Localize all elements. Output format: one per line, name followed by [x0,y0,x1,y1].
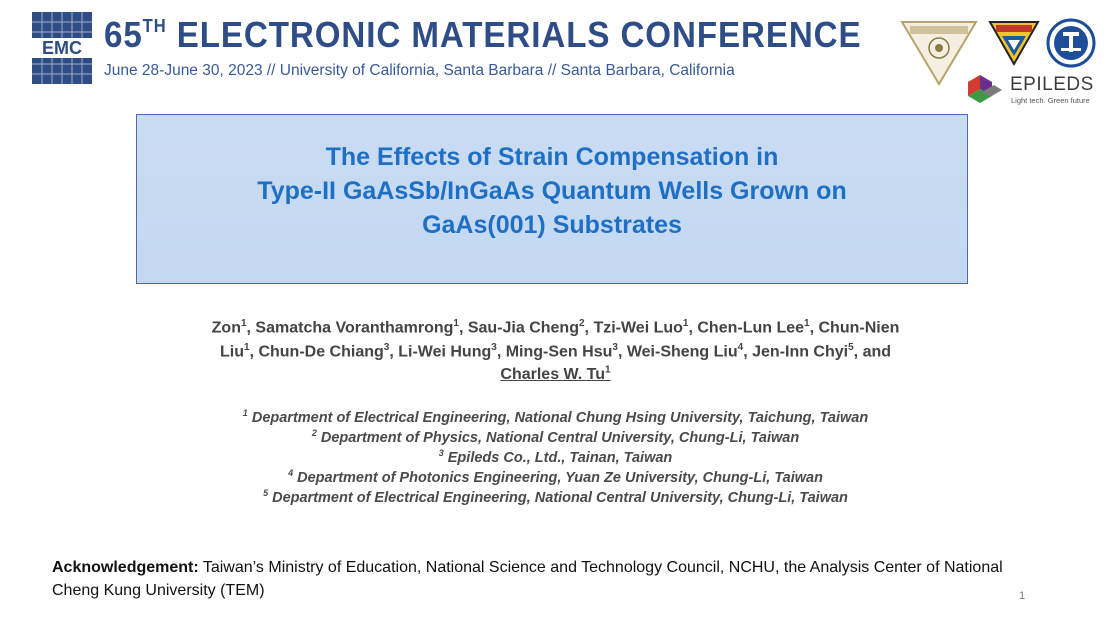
affiliation-3: 3 Epileds Co., Ltd., Tainan, Taiwan [0,448,1111,466]
epileds-logo-icon [968,75,1002,103]
title-line-1: The Effects of Strain Compensation in [325,143,779,171]
author-name: Tzi-Wei Luo [593,319,683,337]
affiliation-1: 1 Department of Electrical Engineering, … [0,408,1111,426]
author-name: Zon [211,319,241,337]
acknowledgement: Acknowledgement: Taiwan’s Ministry of Ed… [52,556,1042,602]
author-aff: 1 [804,318,810,329]
conference-number: 65 [104,14,143,55]
affiliation-text: Department of Electrical Engineering, Na… [251,409,869,426]
author-aff: 1 [453,318,459,329]
emc-logo-icon: EMC [32,12,92,84]
author-connector: and [862,343,892,361]
author-name: Jen-Inn Chyi [752,343,849,361]
ncu-logo-icon [1046,18,1096,68]
author-aff: 5 [848,342,854,353]
emc-logo-text: EMC [42,38,82,58]
affiliation-text: Department of Electrical Engineering, Na… [272,489,848,506]
author-aff: 1 [240,318,247,329]
title-line-2: Type-II GaAsSb/InGaAs Quantum Wells Grow… [257,177,847,205]
author-aff: 1 [682,318,689,329]
author-aff: 3 [383,342,390,353]
author-aff: 3 [491,342,497,353]
author-name: Wei-Sheng Liu [626,343,738,361]
author-line-3: Charles W. Tu1 [0,365,1111,384]
presenting-author: Charles W. Tu1 [500,365,611,384]
affiliation-number: 5 [263,488,269,498]
author-name: Chun-De Chiang [258,343,384,361]
author-line-2: Liu1, Chun-De Chiang3, Li-Wei Hung3, Min… [219,342,892,361]
affiliation-5: 5 Department of Electrical Engineering, … [0,488,1111,506]
author-name: Ming-Sen Hsu [505,343,613,361]
author-name: Li-Wei Hung [398,343,492,361]
conference-ordinal: TH [142,16,167,36]
title-line-3: GaAs(001) Substrates [422,211,682,239]
acknowledgement-label: Acknowledgement: [52,559,199,576]
author-name-part: Chun-Nien [818,319,900,337]
affiliation-2: 2 Department of Physics, National Centra… [0,428,1111,446]
author-aff: 2 [578,318,585,329]
affiliation-number: 3 [438,448,444,458]
affiliation-number: 2 [311,428,317,438]
epileds-name: EPILEDS [1010,74,1094,95]
page-number: 1 [1019,590,1026,602]
affiliation-number: 4 [288,468,294,478]
epileds-tagline: Light tech. Green future [1011,96,1090,105]
title-box: The Effects of Strain Compensation in Ty… [136,114,968,284]
yzu-logo-icon [988,21,1040,66]
affiliation-4: 4 Department of Photonics Engineering, Y… [0,468,1111,486]
author-name: Samatcha Voranthamrong [255,319,454,337]
nchu-logo-icon [900,21,978,86]
conference-subtitle: June 28-June 30, 2023 // University of C… [104,62,735,79]
author-name: Chen-Lun Lee [697,319,805,337]
author-line-1: Zon1, Samatcha Voranthamrong1, Sau-Jia C… [211,318,900,337]
author-aff: 1 [243,342,250,353]
affiliation-text: Epileds Co., Ltd., Tainan, Taiwan [447,449,673,466]
affiliation-text: Department of Photonics Engineering, Yua… [297,469,823,486]
author-name: Charles W. Tu [500,366,606,384]
author-aff: 1 [605,365,611,376]
conference-name: ELECTRONIC MATERIALS CONFERENCE [176,14,862,55]
affiliation-text: Department of Physics, National Central … [320,429,800,446]
author-aff: 3 [612,342,618,353]
affiliation-number: 1 [242,408,248,418]
author-name: Sau-Jia Cheng [467,319,579,337]
acknowledgement-text: Taiwan’s Ministry of Education, National… [52,559,1003,599]
author-aff: 4 [737,342,744,353]
author-name-part: Liu [219,343,244,361]
conference-title: 65TH ELECTRONIC MATERIALS CONFERENCE [104,14,862,56]
